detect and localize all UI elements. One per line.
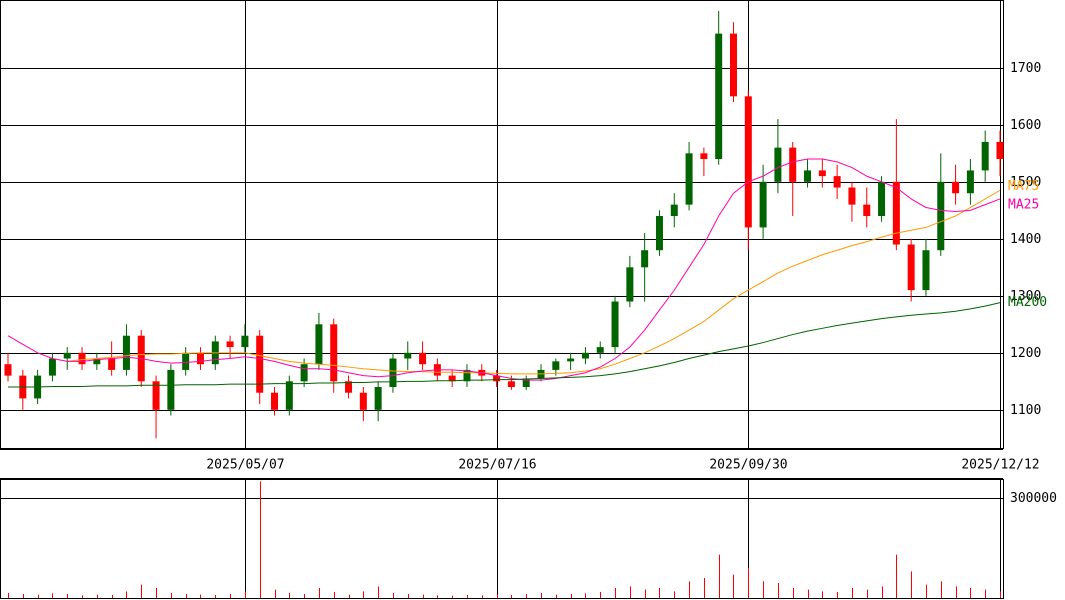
candle-body bbox=[670, 204, 678, 217]
candle-body bbox=[330, 324, 338, 382]
candle-body bbox=[196, 352, 204, 365]
candle-body bbox=[108, 358, 116, 370]
x-tick-label: 2025/07/16 bbox=[458, 458, 536, 473]
candle-body bbox=[818, 170, 826, 177]
candle-body bbox=[759, 181, 767, 228]
candle-body bbox=[641, 250, 649, 268]
candle-body bbox=[63, 352, 71, 359]
candle-body bbox=[804, 170, 812, 182]
candle-body bbox=[685, 153, 693, 205]
candle-body bbox=[567, 358, 575, 362]
candle-body bbox=[122, 335, 130, 370]
y-tick-label: 1400 bbox=[1010, 232, 1041, 247]
candle-body bbox=[226, 341, 234, 348]
y-tick-label: 1200 bbox=[1010, 346, 1041, 361]
candle-body bbox=[863, 204, 871, 217]
candle-body bbox=[463, 369, 471, 382]
candle-body bbox=[981, 141, 989, 171]
candle-body bbox=[389, 358, 397, 388]
candle-body bbox=[848, 187, 856, 205]
candle-body bbox=[611, 301, 619, 348]
candle-body bbox=[48, 358, 56, 376]
candle-body bbox=[833, 176, 841, 188]
candle-body bbox=[374, 387, 382, 410]
candle-body bbox=[345, 381, 353, 393]
candle-body bbox=[892, 181, 900, 245]
candle-body bbox=[626, 267, 634, 302]
candle-body bbox=[300, 364, 308, 382]
x-tick-label: 2025/12/12 bbox=[961, 458, 1039, 473]
candle-body bbox=[4, 364, 12, 376]
candle-body bbox=[700, 153, 708, 160]
candle-body bbox=[596, 347, 604, 353]
candle-body bbox=[922, 250, 930, 291]
y-tick-label: 1300 bbox=[1010, 289, 1041, 304]
y-tick-label: 1600 bbox=[1010, 118, 1041, 133]
candle-body bbox=[359, 392, 367, 410]
candle-body bbox=[182, 352, 190, 370]
y-tick-label: 1700 bbox=[1010, 61, 1041, 76]
y-tick-label: 1500 bbox=[1010, 175, 1041, 190]
candle-body bbox=[715, 33, 723, 160]
candle-body bbox=[907, 244, 915, 291]
candle-body bbox=[271, 392, 279, 410]
candle-body bbox=[744, 96, 752, 228]
x-tick-label: 2025/09/30 bbox=[709, 458, 787, 473]
candle-body bbox=[996, 141, 1004, 160]
volume-panel bbox=[0, 479, 1004, 599]
legend-label: MA25 bbox=[1008, 197, 1039, 212]
ma-line bbox=[67, 189, 1001, 375]
candle-body bbox=[78, 352, 86, 365]
candle-body bbox=[241, 335, 249, 348]
candle-body bbox=[493, 375, 501, 382]
candle-body bbox=[404, 352, 412, 359]
legend-label: MA200 bbox=[1008, 295, 1047, 310]
candle-body bbox=[256, 335, 264, 393]
ma-line bbox=[7, 158, 1001, 381]
candle-body bbox=[729, 33, 737, 97]
candle-body bbox=[315, 324, 323, 365]
y-tick-label: 1100 bbox=[1010, 403, 1041, 418]
candle-body bbox=[167, 369, 175, 410]
candle-body bbox=[878, 181, 886, 217]
legend-label: MA75 bbox=[1008, 179, 1039, 194]
candle-body bbox=[789, 147, 797, 182]
candle-body bbox=[581, 352, 589, 359]
candle-body bbox=[952, 181, 960, 194]
candle-body bbox=[937, 181, 945, 251]
candle-body bbox=[93, 358, 101, 365]
candle-body bbox=[285, 381, 293, 410]
price-panel bbox=[0, 0, 1004, 449]
ma-line bbox=[8, 302, 1001, 388]
candle-body bbox=[507, 381, 515, 388]
x-tick-label: 2025/05/07 bbox=[206, 458, 284, 473]
candle-body bbox=[774, 147, 782, 182]
candle-body bbox=[655, 216, 663, 251]
y-tick-label: 300000 bbox=[1010, 491, 1057, 506]
candle-body bbox=[966, 170, 974, 194]
candle-body bbox=[419, 352, 427, 365]
candle-body bbox=[552, 361, 560, 370]
candle-body bbox=[448, 375, 456, 382]
candle-body bbox=[152, 381, 160, 410]
candle-body bbox=[522, 378, 530, 388]
